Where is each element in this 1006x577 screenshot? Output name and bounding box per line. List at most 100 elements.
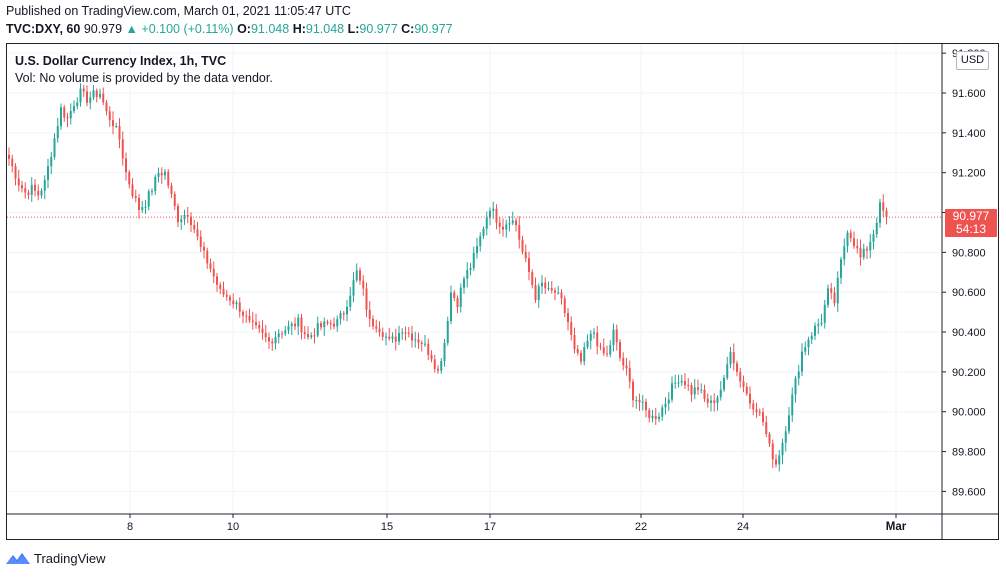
candle-body <box>398 333 400 342</box>
candle-body <box>885 210 888 218</box>
volume-note: Vol: No volume is provided by the data v… <box>15 71 273 85</box>
candle-body <box>30 184 33 195</box>
candle-body <box>86 91 88 103</box>
candle-body <box>726 364 729 378</box>
candle-body <box>212 268 215 277</box>
candle-body <box>53 138 56 157</box>
candle-body <box>411 333 413 341</box>
candle-body <box>11 158 14 167</box>
candle-body <box>99 93 101 98</box>
candle-body <box>846 232 849 247</box>
candle-body <box>401 332 404 334</box>
price-tick-label: 90.600 <box>952 287 986 299</box>
candle-body <box>849 232 852 239</box>
candle-body <box>853 238 855 247</box>
low-value: 90.977 <box>359 22 398 36</box>
time-tick-label: 8 <box>127 521 133 533</box>
candle-body <box>186 215 189 217</box>
candle-body <box>417 339 420 343</box>
candle-body <box>635 400 638 402</box>
candle-body <box>157 172 160 177</box>
candle-body <box>450 292 452 321</box>
candle-body <box>420 342 423 345</box>
candle-body <box>628 368 631 382</box>
candle-body <box>56 126 59 139</box>
candle-body <box>840 259 842 278</box>
candle-body <box>14 166 17 179</box>
candle-body <box>814 325 816 336</box>
candle-body <box>537 286 540 300</box>
candle-body <box>255 322 257 326</box>
candle-body <box>830 288 833 293</box>
published-note: Published on TradingView.com, March 01, … <box>6 4 351 18</box>
candle-body <box>456 298 459 308</box>
candle-body <box>294 323 296 327</box>
candle-body <box>346 306 348 315</box>
candle-body <box>680 380 683 383</box>
candle-body <box>258 325 261 329</box>
candle-body <box>69 111 72 119</box>
candle-body <box>687 384 690 386</box>
candle-body <box>723 377 725 390</box>
candle-body <box>645 401 647 411</box>
footer-brand[interactable]: TradingView <box>6 548 106 568</box>
tradingview-logo-icon <box>6 553 30 564</box>
candle-body <box>684 380 686 385</box>
candle-body <box>381 332 384 337</box>
candle-body <box>138 197 140 211</box>
candle-body <box>437 368 439 371</box>
chart-pane[interactable]: 91.80091.60091.40091.20091.00090.80090.6… <box>6 43 999 540</box>
candle-body <box>742 381 745 387</box>
candle-body <box>313 335 316 337</box>
candle-body <box>690 385 693 395</box>
candle-body <box>693 387 696 395</box>
candle-body <box>651 415 654 419</box>
currency-button[interactable]: USD <box>956 51 989 70</box>
candle-body <box>134 196 137 198</box>
price-tick-label: 90.000 <box>952 407 986 419</box>
candle-body <box>589 333 592 341</box>
candle-body <box>463 278 465 288</box>
candle-body <box>336 319 339 327</box>
candle-body <box>547 288 550 290</box>
candle-body <box>154 176 157 192</box>
candle-body <box>27 192 30 195</box>
candle-body <box>667 399 670 404</box>
candle-body <box>290 323 293 327</box>
candle-body <box>407 332 410 334</box>
candle-body <box>593 332 595 334</box>
candle-body <box>658 416 660 420</box>
candle-body <box>459 287 462 308</box>
candle-body <box>606 353 608 355</box>
candle-body <box>619 342 621 358</box>
candle-body <box>638 400 641 403</box>
candle-body <box>736 363 738 373</box>
candle-body <box>843 246 846 260</box>
bar-countdown: 54:13 <box>955 222 987 237</box>
chart-canvas[interactable]: 91.80091.60091.40091.20091.00090.80090.6… <box>7 44 999 540</box>
candle-body <box>856 246 859 249</box>
change-value: ▲ +0.100 (+0.11%) <box>125 22 234 36</box>
candle-body <box>391 336 394 339</box>
candle-body <box>609 345 612 355</box>
candle-body <box>112 120 114 127</box>
time-axis-ticks: 8 10 15 17 22 24 Mar <box>127 514 907 533</box>
candle-body <box>482 228 485 237</box>
price-axis-ticks: 91.80091.60091.40091.20091.00090.80090.6… <box>942 48 986 498</box>
candle-body <box>359 270 361 281</box>
candle-body <box>235 302 238 305</box>
candle-body <box>833 292 836 304</box>
candle-body <box>144 206 147 208</box>
candle-body <box>37 190 40 196</box>
candle-body <box>469 267 472 270</box>
candle-body <box>394 336 397 342</box>
candle-body <box>297 317 300 327</box>
candle-body <box>719 389 722 398</box>
price-tick-label: 91.600 <box>952 88 986 100</box>
ohlc-line: TVC:DXY, 60 90.979 ▲ +0.100 (+0.11%) O:9… <box>6 22 453 36</box>
candle-body <box>768 434 771 444</box>
candle-body <box>703 389 706 399</box>
candle-body <box>385 336 387 338</box>
candle-body <box>229 296 231 301</box>
candle-body <box>147 191 150 207</box>
